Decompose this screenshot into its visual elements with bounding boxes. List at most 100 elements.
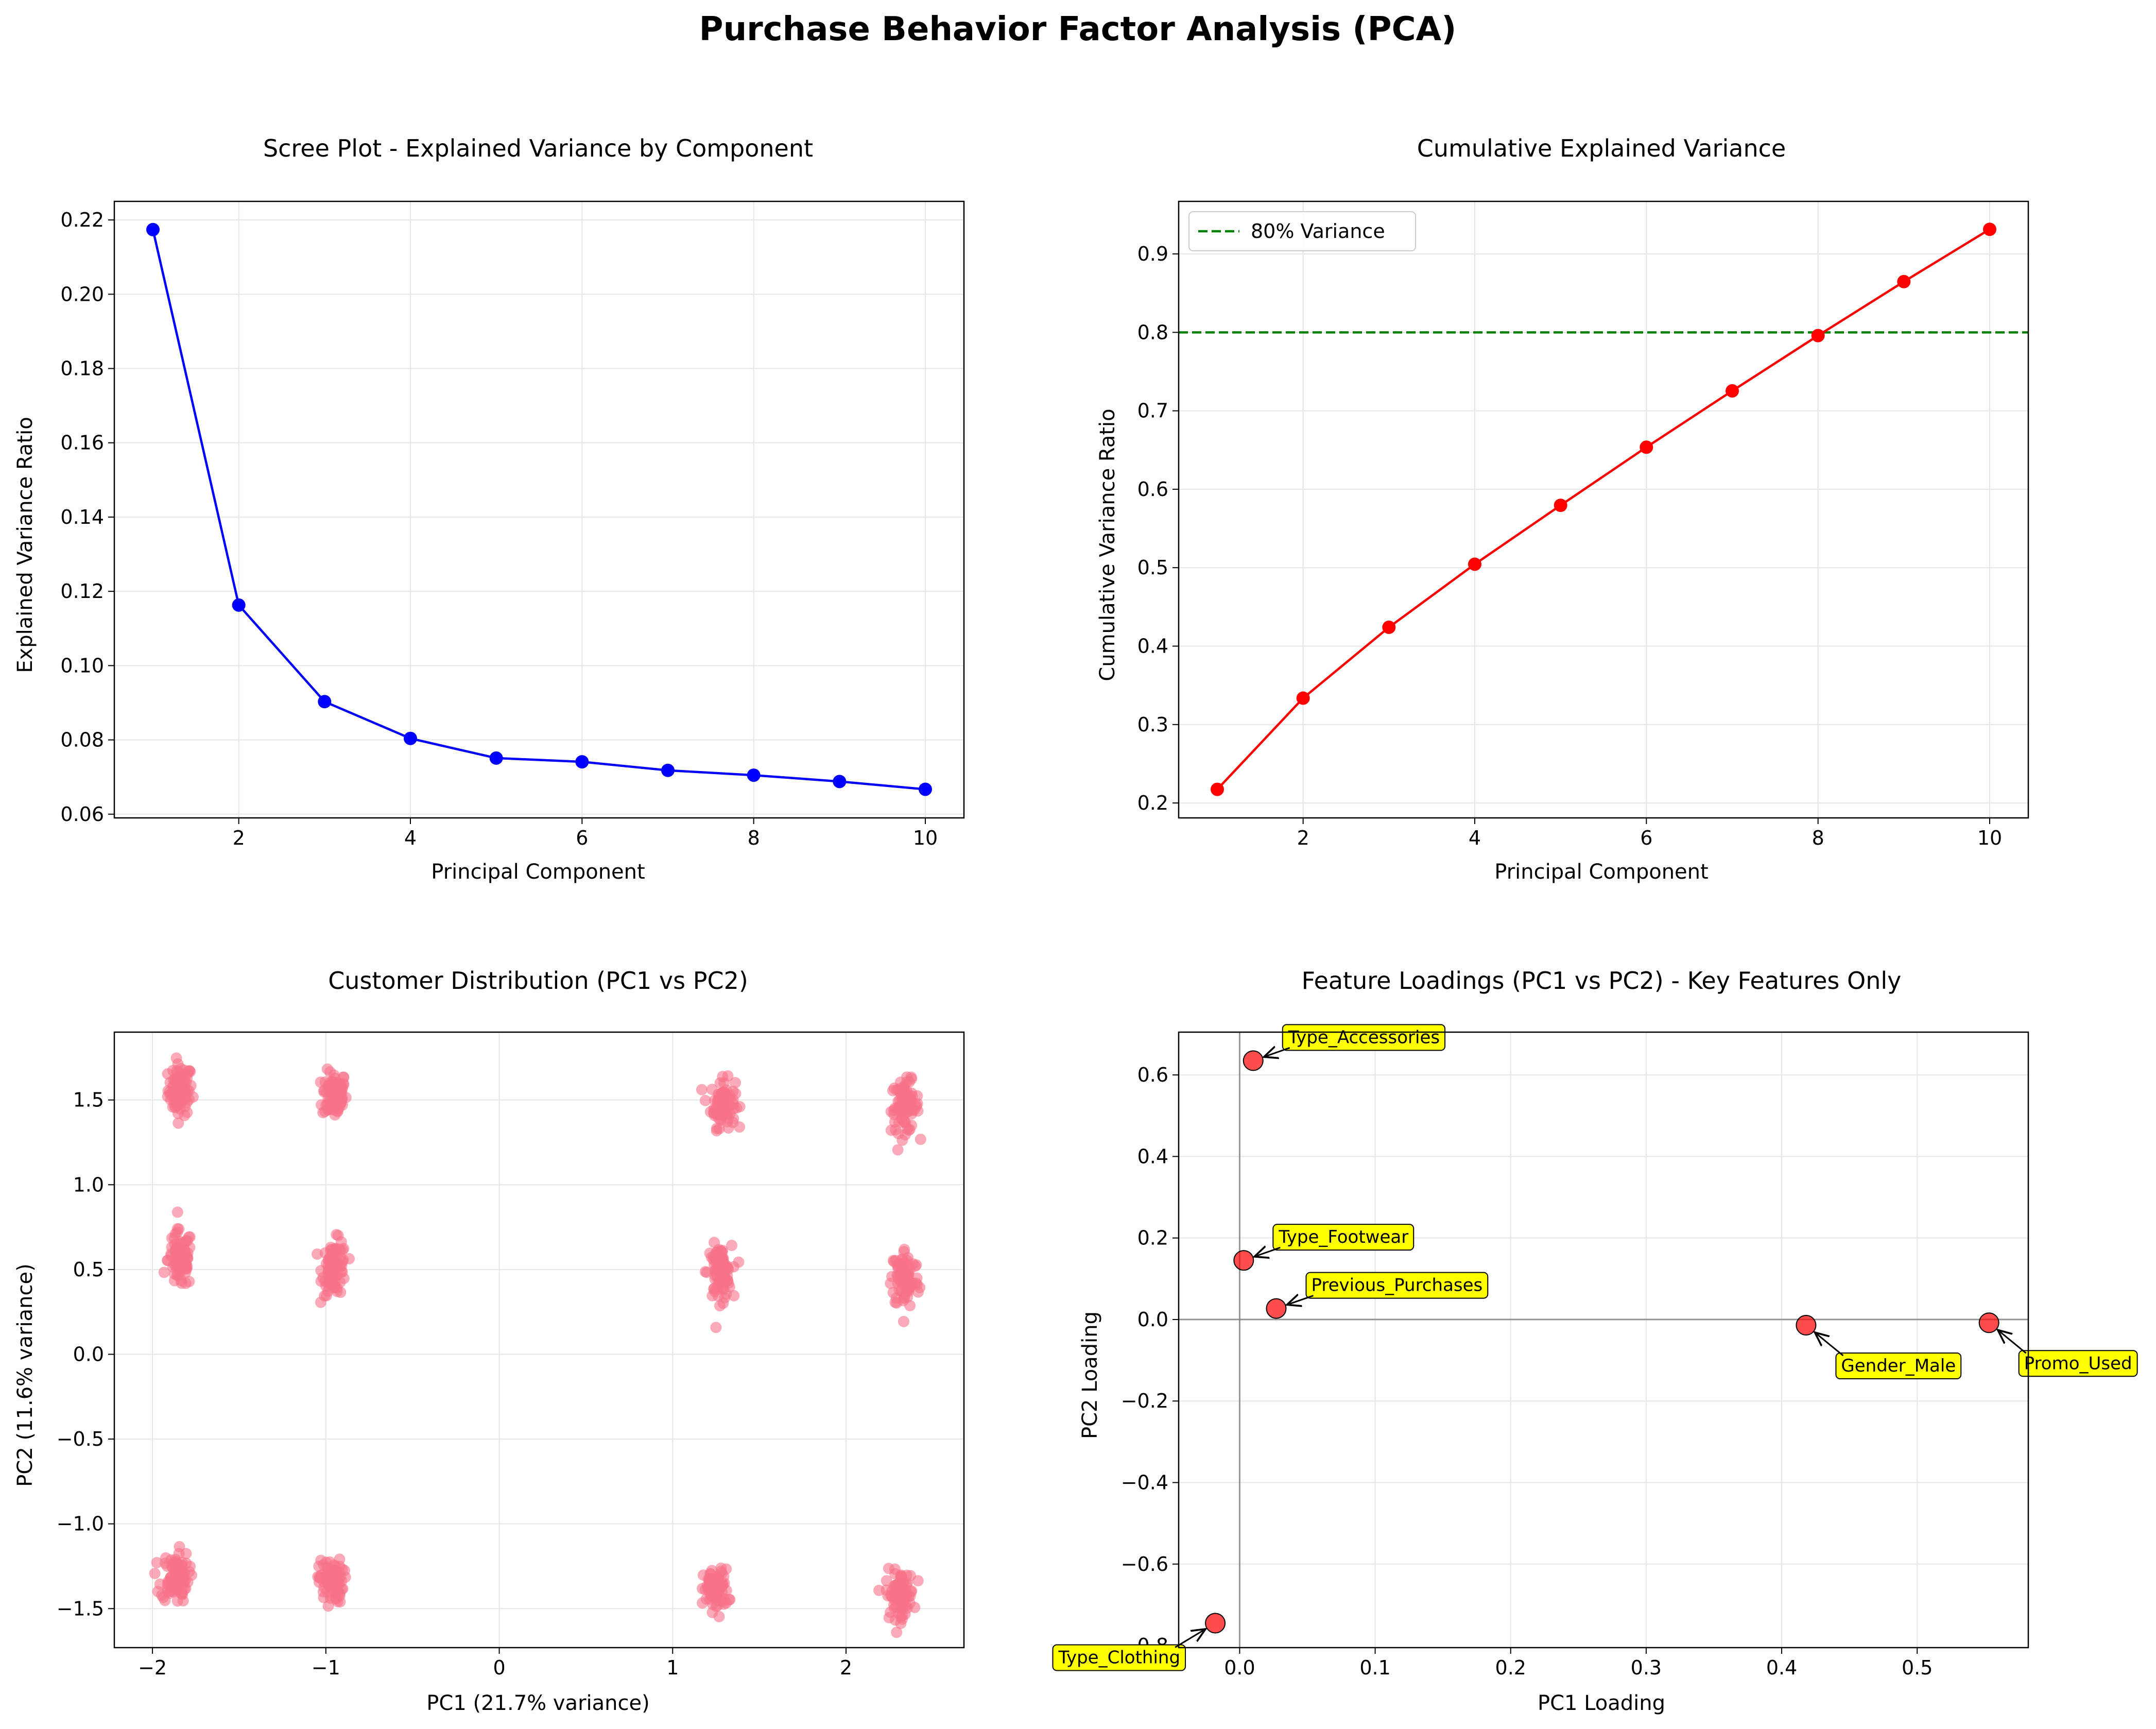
customer-point	[321, 1572, 333, 1584]
customer-cluster	[149, 1540, 197, 1607]
customer-point	[883, 1563, 894, 1574]
customer-point	[734, 1101, 746, 1112]
loading-label-box	[2018, 1350, 2138, 1377]
scree-y-tick-label: 0.06	[60, 803, 104, 826]
customer-point	[888, 1108, 900, 1120]
scree-y-tick-label: 0.12	[60, 580, 104, 603]
cumulative-y-tick-label: 0.8	[1137, 321, 1168, 344]
customer-point	[168, 1258, 180, 1270]
loading-point	[1796, 1315, 1817, 1336]
customer-y-tick-label: −0.5	[57, 1428, 104, 1450]
cumulative-frame	[1178, 200, 2029, 819]
scree-y-tick-label: 0.14	[60, 506, 104, 528]
customer-point	[183, 1566, 195, 1578]
cumulative-y-tick-label: 0.5	[1137, 556, 1168, 579]
customer-point	[714, 1264, 726, 1276]
scree-point	[575, 755, 589, 769]
scree-x-tick-label: 6	[576, 827, 588, 849]
customer-point	[699, 1584, 711, 1596]
scree-y-tick-label: 0.10	[60, 654, 104, 677]
customer-point	[334, 1553, 346, 1565]
customer-point	[894, 1602, 906, 1614]
customer-point	[322, 1600, 334, 1612]
loadings-y-tick-label: 0.2	[1137, 1227, 1168, 1249]
customer-distribution-title: Customer Distribution (PC1 vs PC2)	[328, 967, 748, 995]
loading-arrow	[1815, 1332, 1844, 1357]
customer-y-tick-label: 0.0	[73, 1343, 104, 1365]
scree-point	[318, 695, 332, 709]
loading-label-box	[1835, 1353, 1962, 1380]
loadings-y-tick-label: 0.4	[1137, 1145, 1168, 1168]
feature-loadings-y-axis-label: PC2 Loading	[1078, 1311, 1102, 1439]
scree-x-tick-label: 8	[748, 827, 760, 849]
customer-point	[328, 1564, 340, 1576]
loading-point	[1978, 1312, 1999, 1333]
customer-point	[873, 1584, 885, 1596]
customer-y-tick-label: −1.0	[57, 1513, 104, 1535]
customer-point	[312, 1571, 324, 1583]
customer-point	[895, 1570, 907, 1582]
customer-point	[329, 1585, 340, 1597]
loadings-y-tick-label: −0.4	[1121, 1471, 1168, 1494]
scree-point	[404, 731, 417, 745]
loading-label: Previous_Purchases	[1311, 1275, 1482, 1296]
customer-y-tick-label: 0.5	[73, 1258, 104, 1281]
loadings-y-tick-label: −0.2	[1121, 1390, 1168, 1412]
customer-cluster	[162, 1052, 199, 1129]
cumulative-point	[1811, 329, 1825, 343]
customer-point	[149, 1568, 161, 1580]
customer-x-tick-label: −2	[138, 1656, 167, 1679]
cumulative-point	[1554, 499, 1567, 512]
cumulative-variance-panel: Cumulative Explained Variance Principal …	[1096, 134, 2029, 884]
figure-title: Purchase Behavior Factor Analysis (PCA)	[699, 10, 1457, 48]
scree-y-tick-label: 0.08	[60, 729, 104, 751]
loadings-x-tick-label: 0.0	[1224, 1656, 1255, 1679]
loadings-x-tick-label: 0.4	[1766, 1656, 1797, 1679]
customer-y-tick-label: 1.0	[73, 1173, 104, 1196]
customer-point	[176, 1237, 187, 1249]
loading-label-box	[1272, 1224, 1415, 1251]
customer-point	[163, 1576, 175, 1588]
customer-point	[701, 1266, 713, 1278]
customer-frame	[113, 1031, 965, 1649]
cumulative-y-tick-label: 0.6	[1137, 478, 1168, 501]
loading-label-box	[1052, 1644, 1186, 1671]
loading-label-box	[1305, 1272, 1489, 1299]
customer-point	[728, 1290, 740, 1302]
customer-cluster	[158, 1206, 196, 1289]
loading-label: Type_Clothing	[1058, 1648, 1181, 1668]
legend-threshold-label: 80% Variance	[1251, 220, 1385, 243]
scree-frame	[113, 200, 965, 819]
customer-point	[165, 1248, 177, 1260]
cumulative-point	[1211, 782, 1224, 796]
loading-arrow	[1254, 1247, 1281, 1257]
customer-cluster	[312, 1229, 355, 1308]
cumulative-point	[1296, 691, 1310, 705]
loadings-y-tick-label: 0.0	[1137, 1308, 1168, 1331]
loading-arrow	[1175, 1629, 1205, 1648]
cumulative-point	[1468, 557, 1481, 571]
customer-point	[713, 1095, 725, 1107]
customer-point	[891, 1297, 903, 1309]
customer-point	[170, 1554, 182, 1565]
cumulative-y-tick-label: 0.9	[1137, 243, 1168, 265]
customer-point	[883, 1612, 895, 1623]
customer-point	[699, 1094, 711, 1106]
customer-point	[171, 1100, 183, 1111]
customer-distribution-y-axis-label: PC2 (11.6% variance)	[13, 1263, 37, 1486]
customer-point	[706, 1606, 718, 1618]
legend-box	[1188, 211, 1416, 251]
customer-point	[915, 1134, 926, 1145]
customer-point	[891, 1627, 903, 1638]
customer-point	[321, 1063, 333, 1075]
customer-y-tick-label: 1.5	[73, 1089, 104, 1111]
customer-point	[331, 1286, 343, 1297]
customer-point	[714, 1579, 726, 1590]
scree-y-tick-label: 0.20	[60, 283, 104, 305]
customer-point	[171, 1065, 183, 1076]
scree-point	[146, 222, 160, 236]
customer-point	[899, 1243, 910, 1255]
customer-point	[327, 1097, 339, 1108]
scree-point	[747, 768, 761, 782]
